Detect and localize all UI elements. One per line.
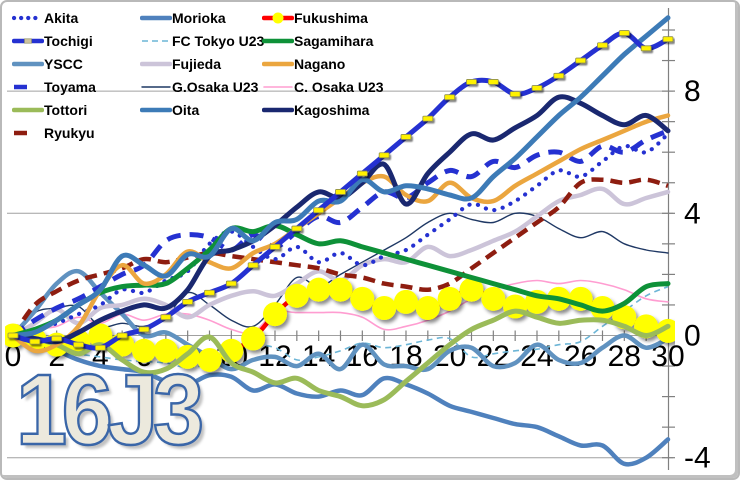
series-yscc — [10, 268, 671, 373]
x-axis-tick-label: 28 — [608, 340, 641, 373]
series-g-osaka-u23 — [12, 212, 669, 337]
tochigi-point-markers — [7, 30, 674, 351]
y-axis-tick-label: 8 — [684, 75, 701, 108]
series-fc-tokyo-u23 — [12, 285, 669, 369]
series-kagoshima — [10, 94, 671, 345]
y-axis-tick-label: 0 — [684, 320, 701, 353]
series-fukushima — [5, 277, 675, 372]
season-watermark: 16J3 — [15, 354, 205, 466]
series-morioka — [10, 333, 671, 467]
y-axis-tick-label: 4 — [684, 197, 701, 230]
series-toyama — [11, 128, 669, 338]
series-layer — [5, 15, 675, 467]
series-tochigi — [7, 30, 674, 351]
series-sagamihara — [10, 223, 671, 338]
series-oita — [10, 15, 671, 338]
x-axis-tick-label: 0 — [5, 340, 22, 373]
y-axis-tick-label: -4 — [684, 442, 711, 475]
fukushima-point-markers — [5, 277, 675, 372]
series-ryukyu — [11, 177, 669, 337]
series-tottori — [10, 308, 671, 409]
